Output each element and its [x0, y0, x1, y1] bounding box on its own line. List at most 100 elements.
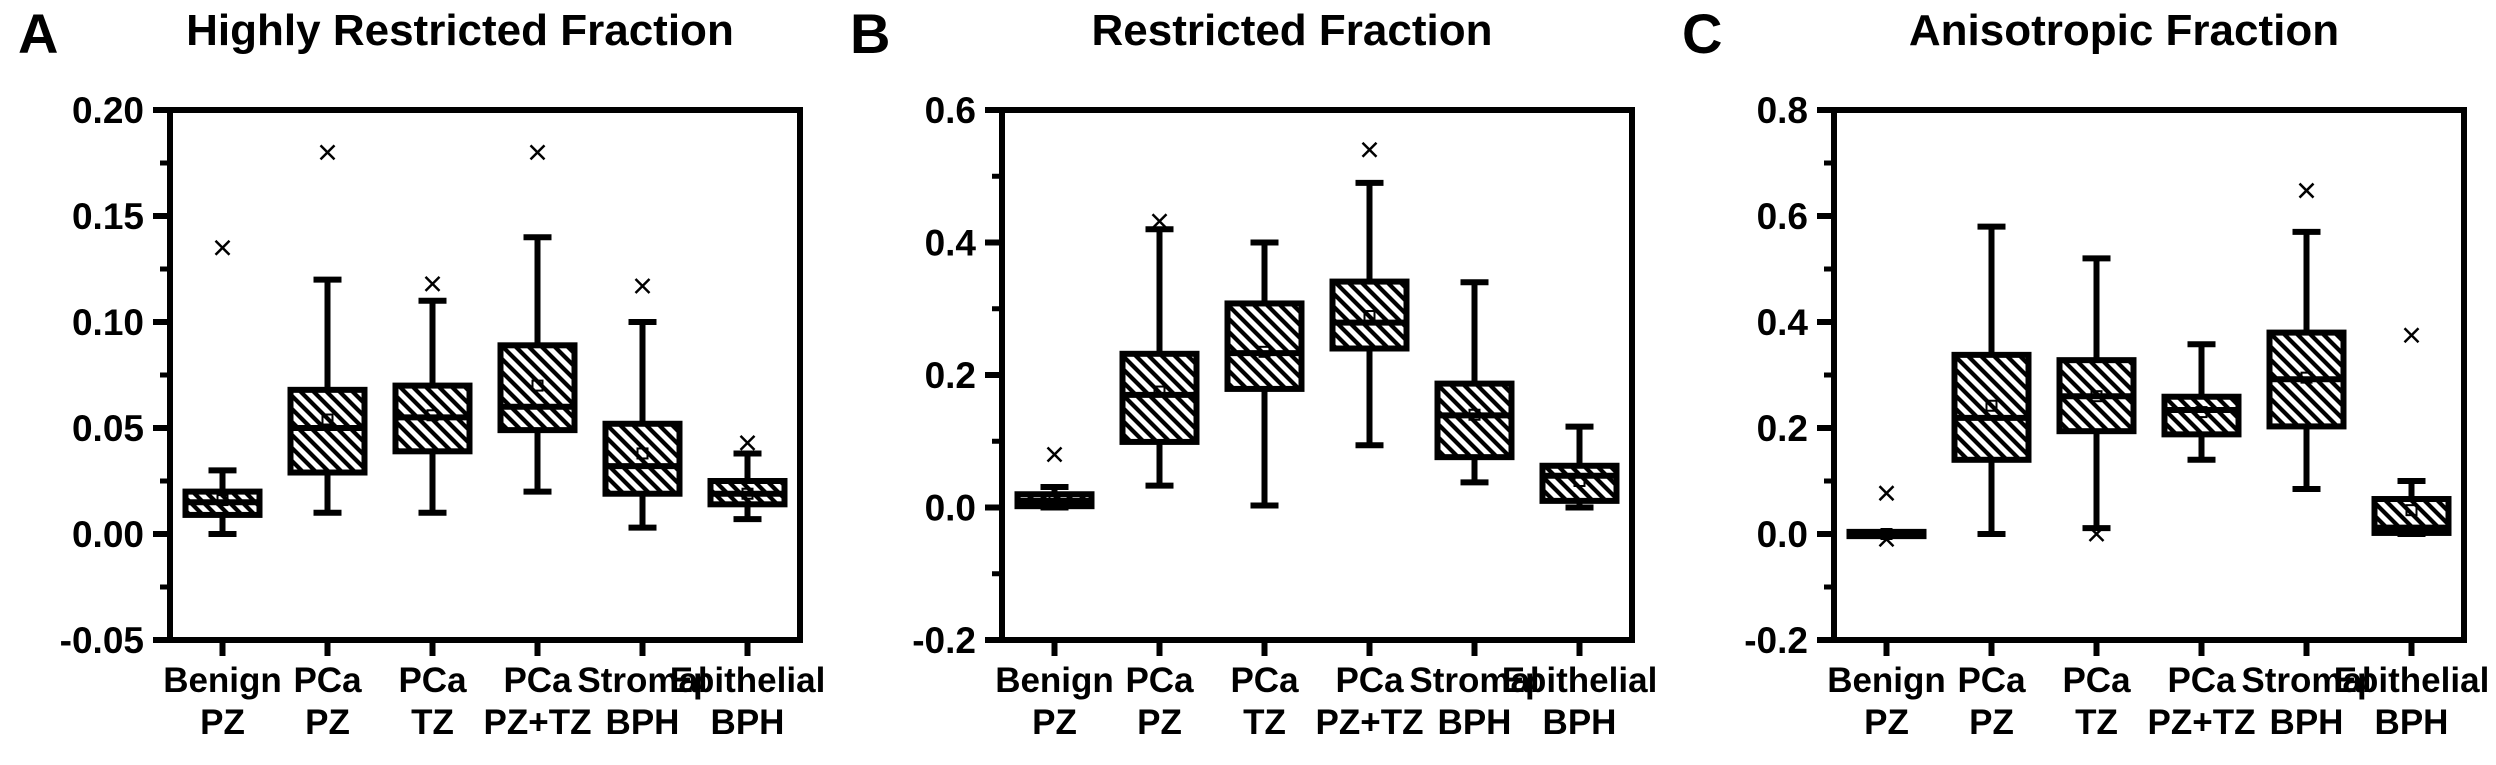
x-category-label-line2: PZ+TZ: [484, 703, 592, 742]
box-group-epithelial-bph: [2371, 327, 2452, 537]
box-group-pca-pz: [287, 144, 368, 516]
x-category-label-line2: TZ: [2075, 703, 2118, 742]
x-category-label-line2: PZ: [200, 703, 245, 742]
mean-marker: [2195, 406, 2208, 419]
y-tick-label: 0.10: [72, 302, 144, 343]
box-group-pca-pz-tz: [1329, 141, 1410, 449]
x-category-label-line1: Stromal: [577, 661, 707, 700]
y-tick-label: 0.05: [72, 408, 144, 449]
outlier-x-marker: [1151, 213, 1168, 230]
y-tick-label: 0.4: [1757, 302, 1809, 343]
outlier-x-marker: [529, 144, 546, 161]
x-category-label-line1: PCa: [1230, 661, 1299, 700]
x-category-label-line2: PZ: [1969, 703, 2014, 742]
outlier-x-marker: [739, 434, 756, 451]
x-category-label-line2: TZ: [411, 703, 454, 742]
y-tick-label: 0.00: [72, 514, 144, 555]
box-iqr: [287, 386, 368, 476]
mean-marker: [1468, 408, 1481, 421]
box-group-stromal-bph: [602, 278, 683, 531]
box-group-benign-pz: [1014, 446, 1095, 511]
x-category-label-line1: Benign: [163, 661, 282, 700]
x-category-label-line2: PZ+TZ: [2148, 703, 2256, 742]
y-tick-label: 0.4: [925, 223, 977, 264]
box-group-benign-pz: [182, 239, 263, 537]
panel-letter-a: A: [18, 2, 59, 65]
box-group-epithelial-bph: [707, 434, 788, 523]
y-tick-label: 0.2: [1757, 408, 1808, 449]
mean-marker: [216, 494, 229, 507]
x-category-label-line2: BPH: [711, 703, 785, 742]
outlier-x-marker: [214, 239, 231, 256]
box-group-stromal-bph: [2266, 182, 2347, 492]
panel-title-c: Anisotropic Fraction: [1908, 6, 2340, 55]
x-category-label-line2: PZ: [305, 703, 350, 742]
y-tick-label: -0.2: [912, 620, 976, 661]
x-category-label-line2: BPH: [2375, 703, 2449, 742]
panel-a: A Highly Restricted Fraction -0.05 0.00 0.…: [0, 0, 832, 765]
outlier-x-marker: [2403, 327, 2420, 344]
mean-marker: [2090, 390, 2103, 403]
x-category-label-line1: Benign: [995, 661, 1114, 700]
box-iqr: [2161, 393, 2242, 438]
y-tick-label: 0.0: [1757, 514, 1808, 555]
x-category-label-line1: PCa: [1125, 661, 1194, 700]
mean-marker: [1048, 494, 1061, 507]
box-iqr: [1951, 351, 2032, 463]
mean-marker: [1985, 399, 1998, 412]
x-category-label-line1: Epithelial: [2334, 661, 2490, 700]
y-tick-label: 0.8: [1757, 90, 1808, 131]
panel-title-b: Restricted Fraction: [1091, 6, 1493, 55]
mean-marker: [426, 409, 439, 422]
y-tick-label: 0.6: [925, 90, 976, 131]
y-tick-label: 0.15: [72, 196, 144, 237]
mean-marker: [636, 447, 649, 460]
mean-marker: [1258, 345, 1271, 358]
x-category-label-line1: PCa: [2062, 661, 2131, 700]
outlier-x-marker: [424, 275, 441, 292]
plot-frame: [999, 107, 1635, 643]
panel-c: C Anisotropic Fraction -0.2 0.0 0.2 0.4 0.6 0…: [1664, 0, 2496, 765]
y-tick-label: 0.6: [1757, 196, 1808, 237]
plot-frame: [167, 107, 803, 643]
x-category-label-line1: PCa: [398, 661, 467, 700]
y-tick-label: 0.20: [72, 90, 144, 131]
plot-frame: [1831, 107, 2467, 643]
x-category-label-line1: Stromal: [1409, 661, 1539, 700]
mean-marker: [1573, 475, 1586, 487]
box-group-pca-tz: [1224, 239, 1305, 509]
x-category-label-line2: BPH: [1543, 703, 1617, 742]
mean-marker: [1363, 310, 1376, 323]
panel-letter-c: C: [1682, 2, 1723, 65]
outlier-x-marker: [2298, 182, 2315, 199]
x-category-label-line1: Benign: [1827, 661, 1946, 700]
x-category-label-line1: PCa: [293, 661, 362, 700]
x-category-label-line2: PZ: [1864, 703, 1909, 742]
x-category-label-line2: PZ: [1137, 703, 1182, 742]
x-category-label-line2: BPH: [606, 703, 680, 742]
box-group-pca-tz: [392, 275, 473, 516]
y-tick-label: 0.0: [925, 488, 976, 529]
outlier-x-marker: [1878, 531, 1895, 548]
x-category-label-line2: TZ: [1243, 703, 1286, 742]
outlier-x-marker: [1361, 141, 1378, 158]
y-tick-label: 0.2: [925, 355, 976, 396]
x-category-label-line2: BPH: [1438, 703, 1512, 742]
outlier-x-marker: [2088, 526, 2105, 542]
outlier-x-marker: [319, 144, 336, 161]
x-category-label-line1: PCa: [503, 661, 572, 700]
box-iqr: [497, 342, 578, 434]
x-category-label-line1: Epithelial: [670, 661, 826, 700]
box-group-stromal-bph: [1434, 279, 1515, 486]
outlier-x-marker: [634, 278, 651, 294]
boxplot-highly-restricted-fraction: -0.050.000.050.100.150.20BenignPZPCaPZPC…: [60, 90, 826, 742]
x-category-label-line1: Epithelial: [1502, 661, 1658, 700]
x-category-label-line1: PCa: [1335, 661, 1404, 700]
boxplot-anisotropic-fraction: -0.20.00.20.40.60.8BenignPZPCaPZPCaTZPCa…: [1744, 90, 2490, 742]
y-tick-label: -0.05: [60, 620, 144, 661]
x-category-label-line2: BPH: [2270, 703, 2344, 742]
box-group-pca-pz: [1951, 223, 2032, 537]
x-category-label-line2: PZ+TZ: [1316, 703, 1424, 742]
mean-marker: [2405, 504, 2418, 517]
panel-title-a: Highly Restricted Fraction: [186, 6, 734, 55]
